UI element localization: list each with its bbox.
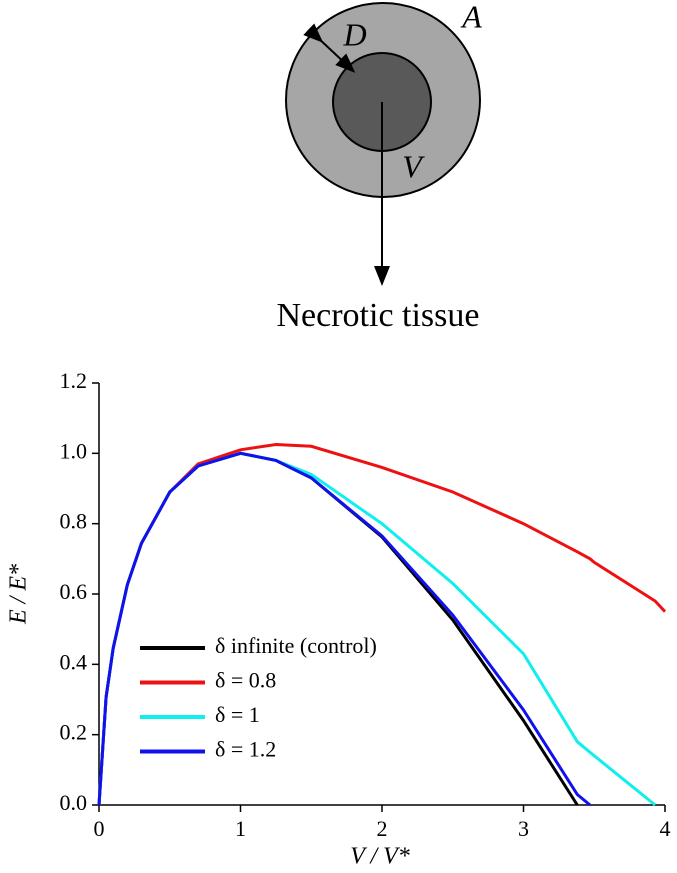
x-tick-label: 2: [377, 816, 388, 841]
y-tick-label: 0.4: [60, 649, 88, 674]
a-label: A: [460, 0, 482, 34]
legend-label: δ = 0.8: [215, 668, 276, 693]
x-tick-label: 4: [660, 816, 671, 841]
series-line: [97, 451, 591, 807]
v-label: V: [402, 148, 425, 184]
y-tick-label: 0.6: [60, 579, 88, 604]
y-axis-label: E / E*: [6, 564, 32, 625]
d-arrow: [303, 23, 356, 73]
y-tick-label: 0.2: [60, 720, 88, 745]
y-tick-label: 1.0: [60, 438, 88, 463]
x-tick-label: 3: [518, 816, 529, 841]
d-label: D: [342, 16, 366, 52]
legend-label: δ = 1: [215, 702, 260, 727]
legend-label: δ infinite (control): [215, 633, 377, 658]
x-axis-label: V / V*: [350, 844, 410, 870]
x-tick-label: 0: [94, 816, 105, 841]
diagram: D A V Necrotic tissue: [277, 0, 483, 334]
y-tick-label: 0.0: [60, 790, 88, 815]
legend-label: δ = 1.2: [215, 737, 276, 762]
x-tick-label: 1: [235, 816, 246, 841]
caption: Necrotic tissue: [277, 297, 480, 334]
y-tick-label: 0.8: [60, 509, 88, 534]
y-tick-label: 1.2: [60, 368, 88, 393]
